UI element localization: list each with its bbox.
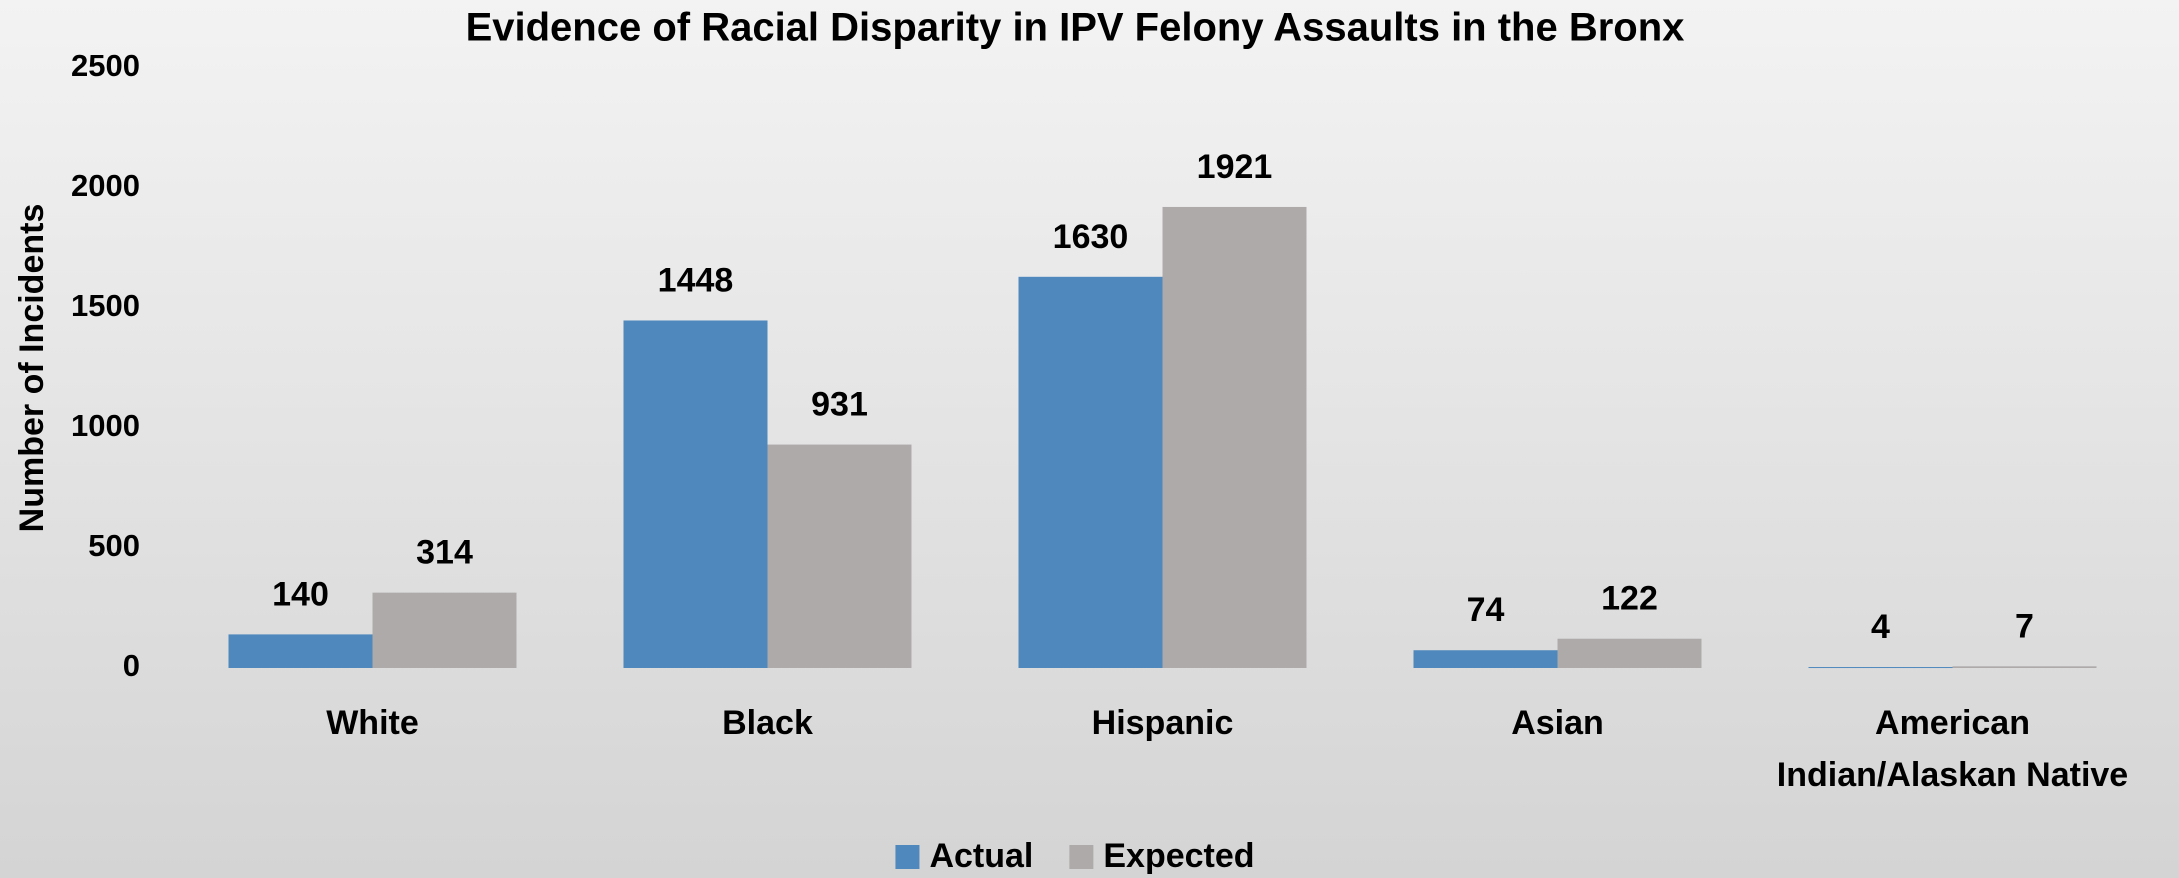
bar (1018, 276, 1163, 668)
bar (623, 320, 768, 668)
bar (767, 444, 912, 668)
x-tick-label: Asian (1511, 704, 1604, 742)
legend-label: Actual (929, 837, 1033, 875)
data-label: 140 (272, 575, 329, 613)
y-tick-label: 2500 (71, 48, 140, 83)
chart-title: Evidence of Racial Disparity in IPV Felo… (466, 6, 1685, 50)
data-label: 74 (1467, 591, 1505, 629)
data-label: 931 (811, 386, 868, 424)
data-label: 7 (2015, 607, 2034, 645)
bar (372, 592, 517, 668)
y-tick-label: 2000 (71, 168, 140, 203)
y-axis-title: Number of Incidents (13, 204, 51, 533)
x-tick-label: Hispanic (1091, 704, 1234, 742)
legend-swatch (895, 845, 920, 869)
y-tick-label: 1500 (71, 288, 140, 323)
data-label: 122 (1601, 580, 1658, 618)
legend-swatch (1069, 845, 1094, 869)
y-tick-label: 500 (88, 528, 140, 563)
bar (1557, 638, 1702, 668)
bar (1952, 666, 2097, 668)
data-label: 1921 (1197, 148, 1273, 186)
x-tick-label: American Indian/Alaskan Native (1776, 704, 2129, 794)
bar (1413, 650, 1558, 668)
bar (1162, 206, 1307, 668)
bar (1808, 667, 1953, 669)
y-tick-label: 1000 (71, 408, 140, 443)
y-tick-label: 0 (123, 648, 140, 683)
x-tick-label: White (326, 704, 419, 742)
data-label: 1448 (658, 261, 734, 299)
legend-label: Expected (1103, 837, 1254, 875)
data-label: 1630 (1053, 218, 1129, 256)
bar (228, 634, 373, 668)
data-label: 314 (416, 534, 473, 572)
data-label: 4 (1871, 608, 1890, 646)
x-tick-label: Black (722, 704, 813, 742)
